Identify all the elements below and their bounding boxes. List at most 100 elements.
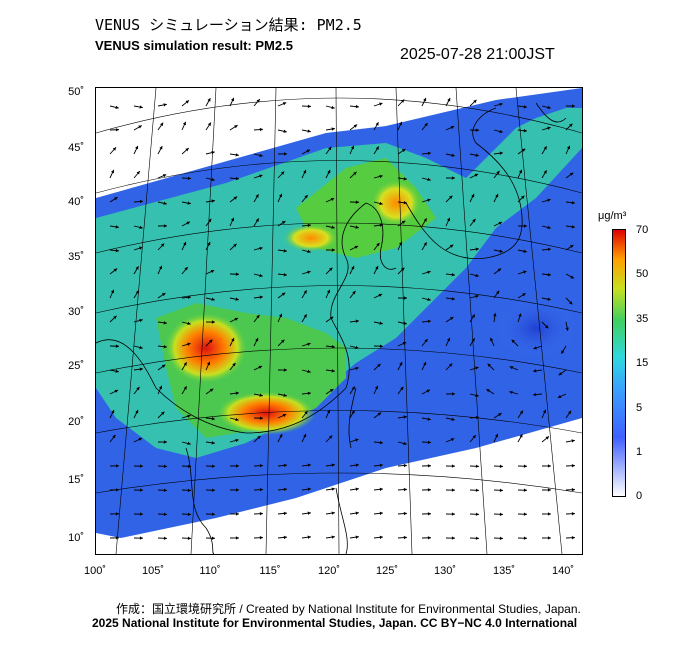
wind-arrowhead-icon	[521, 148, 526, 152]
wind-arrowhead-icon	[475, 464, 479, 468]
wind-arrowhead-icon	[281, 220, 286, 225]
wind-arrowhead-icon	[330, 198, 335, 202]
wind-arrowhead-icon	[207, 122, 211, 126]
wind-arrowhead-icon	[135, 409, 139, 414]
wind-arrowhead-icon	[375, 146, 379, 150]
wind-arrowhead-icon	[374, 385, 378, 390]
page-title-japanese: VENUS シミュレーション結果: PM2.5	[95, 16, 362, 34]
lat-tick-20: 20˚	[68, 416, 84, 428]
wind-arrowhead-icon	[304, 410, 308, 415]
wind-arrowhead-icon	[472, 435, 476, 439]
wind-arrowhead-icon	[523, 464, 527, 468]
wind-arrowhead-icon	[307, 487, 311, 491]
wind-arrowhead-icon	[328, 435, 333, 439]
wind-arrowhead-icon	[547, 512, 551, 516]
wind-arrowhead-icon	[233, 196, 238, 200]
wind-arrowhead-icon	[571, 512, 575, 516]
wind-arrowhead-icon	[475, 294, 479, 299]
wind-arrowhead-icon	[451, 392, 455, 396]
wind-arrowhead-icon	[451, 536, 455, 540]
wind-arrowhead-icon	[283, 152, 287, 156]
wind-arrowhead-icon	[208, 218, 212, 223]
wind-arrowhead-icon	[331, 511, 335, 515]
wind-arrowhead-icon	[283, 487, 287, 492]
wind-arrowhead-icon	[547, 272, 551, 277]
wind-arrow-field	[109, 97, 576, 540]
wind-arrowhead-icon	[235, 297, 239, 301]
wind-arrowhead-icon	[427, 151, 431, 156]
wind-arrowhead-icon	[307, 249, 311, 254]
wind-arrowhead-icon	[448, 363, 453, 367]
wind-arrowhead-icon	[211, 488, 215, 492]
wind-arrowhead-icon	[234, 125, 238, 129]
wind-arrowhead-icon	[547, 225, 551, 230]
wind-arrowhead-icon	[211, 151, 215, 155]
wind-arrowhead-icon	[331, 369, 335, 373]
wind-arrowhead-icon	[235, 391, 239, 395]
wind-arrowhead-icon	[207, 98, 211, 102]
wind-arrowhead-icon	[136, 171, 140, 175]
wind-arrowhead-icon	[571, 201, 575, 205]
wind-arrowhead-icon	[233, 243, 237, 248]
wind-arrowhead-icon	[379, 201, 383, 206]
colorbar	[612, 229, 626, 497]
lon-tick-105: 105˚	[141, 565, 165, 577]
wind-arrowhead-icon	[183, 362, 187, 366]
wind-arrowhead-icon	[259, 153, 263, 158]
wind-arrowhead-icon	[355, 487, 359, 491]
wind-arrowhead-icon	[449, 244, 454, 248]
wind-arrowhead-icon	[211, 536, 215, 540]
wind-arrowhead-icon	[403, 201, 407, 205]
wind-arrowhead-icon	[571, 536, 575, 540]
lat-tick-40: 40˚	[68, 196, 84, 208]
wind-arrowhead-icon	[256, 314, 260, 319]
wind-arrowhead-icon	[509, 390, 513, 395]
wind-arrowhead-icon	[518, 169, 522, 174]
wind-arrowhead-icon	[353, 124, 358, 128]
wind-arrowhead-icon	[475, 247, 479, 251]
wind-arrowhead-icon	[234, 317, 239, 321]
colorbar-label-50: 50	[636, 268, 649, 280]
wind-arrowhead-icon	[331, 105, 335, 110]
wind-arrowhead-icon	[283, 511, 287, 516]
wind-arrowhead-icon	[282, 414, 287, 418]
wind-arrowhead-icon	[511, 339, 515, 343]
wind-arrowhead-icon	[258, 365, 263, 369]
wind-arrowhead-icon	[571, 225, 575, 229]
wind-arrowhead-icon	[235, 488, 239, 492]
wind-arrowhead-icon	[403, 415, 407, 419]
wind-arrowhead-icon	[474, 173, 479, 177]
wind-arrowhead-icon	[183, 386, 187, 390]
wind-arrowhead-icon	[235, 417, 239, 422]
lon-tick-110: 110˚	[199, 565, 221, 577]
wind-arrowhead-icon	[379, 463, 383, 467]
wind-arrowhead-icon	[451, 464, 455, 468]
wind-arrowhead-icon	[115, 464, 119, 468]
wind-arrowhead-icon	[163, 224, 167, 228]
wind-arrowhead-icon	[473, 99, 477, 104]
wind-arrowhead-icon	[211, 417, 215, 421]
wind-arrowhead-icon	[351, 410, 355, 414]
wind-arrowhead-icon	[401, 267, 405, 272]
wind-arrowhead-icon	[187, 414, 191, 418]
wind-arrowhead-icon	[255, 337, 259, 342]
wind-arrowhead-icon	[160, 122, 164, 127]
wind-arrowhead-icon	[303, 433, 307, 438]
wind-arrowhead-icon	[547, 464, 551, 468]
wind-arrowhead-icon	[496, 170, 500, 175]
wind-arrowhead-icon	[160, 243, 165, 247]
wind-arrowhead-icon	[163, 488, 167, 492]
wind-arrowhead-icon	[163, 536, 167, 540]
wind-arrowhead-icon	[187, 536, 191, 540]
wind-arrowhead-icon	[139, 318, 143, 323]
lon-tick-140: 140˚	[551, 565, 575, 577]
wind-arrowhead-icon	[331, 535, 335, 539]
wind-arrowhead-icon	[451, 488, 455, 492]
wind-arrowhead-icon	[472, 218, 476, 223]
wind-arrowhead-icon	[235, 438, 239, 443]
wind-arrowhead-icon	[423, 97, 427, 102]
wind-arrowhead-icon	[379, 321, 383, 325]
wind-arrowhead-icon	[523, 249, 527, 253]
lat-tick-50: 50˚	[68, 86, 84, 98]
wind-arrowhead-icon	[571, 488, 575, 492]
